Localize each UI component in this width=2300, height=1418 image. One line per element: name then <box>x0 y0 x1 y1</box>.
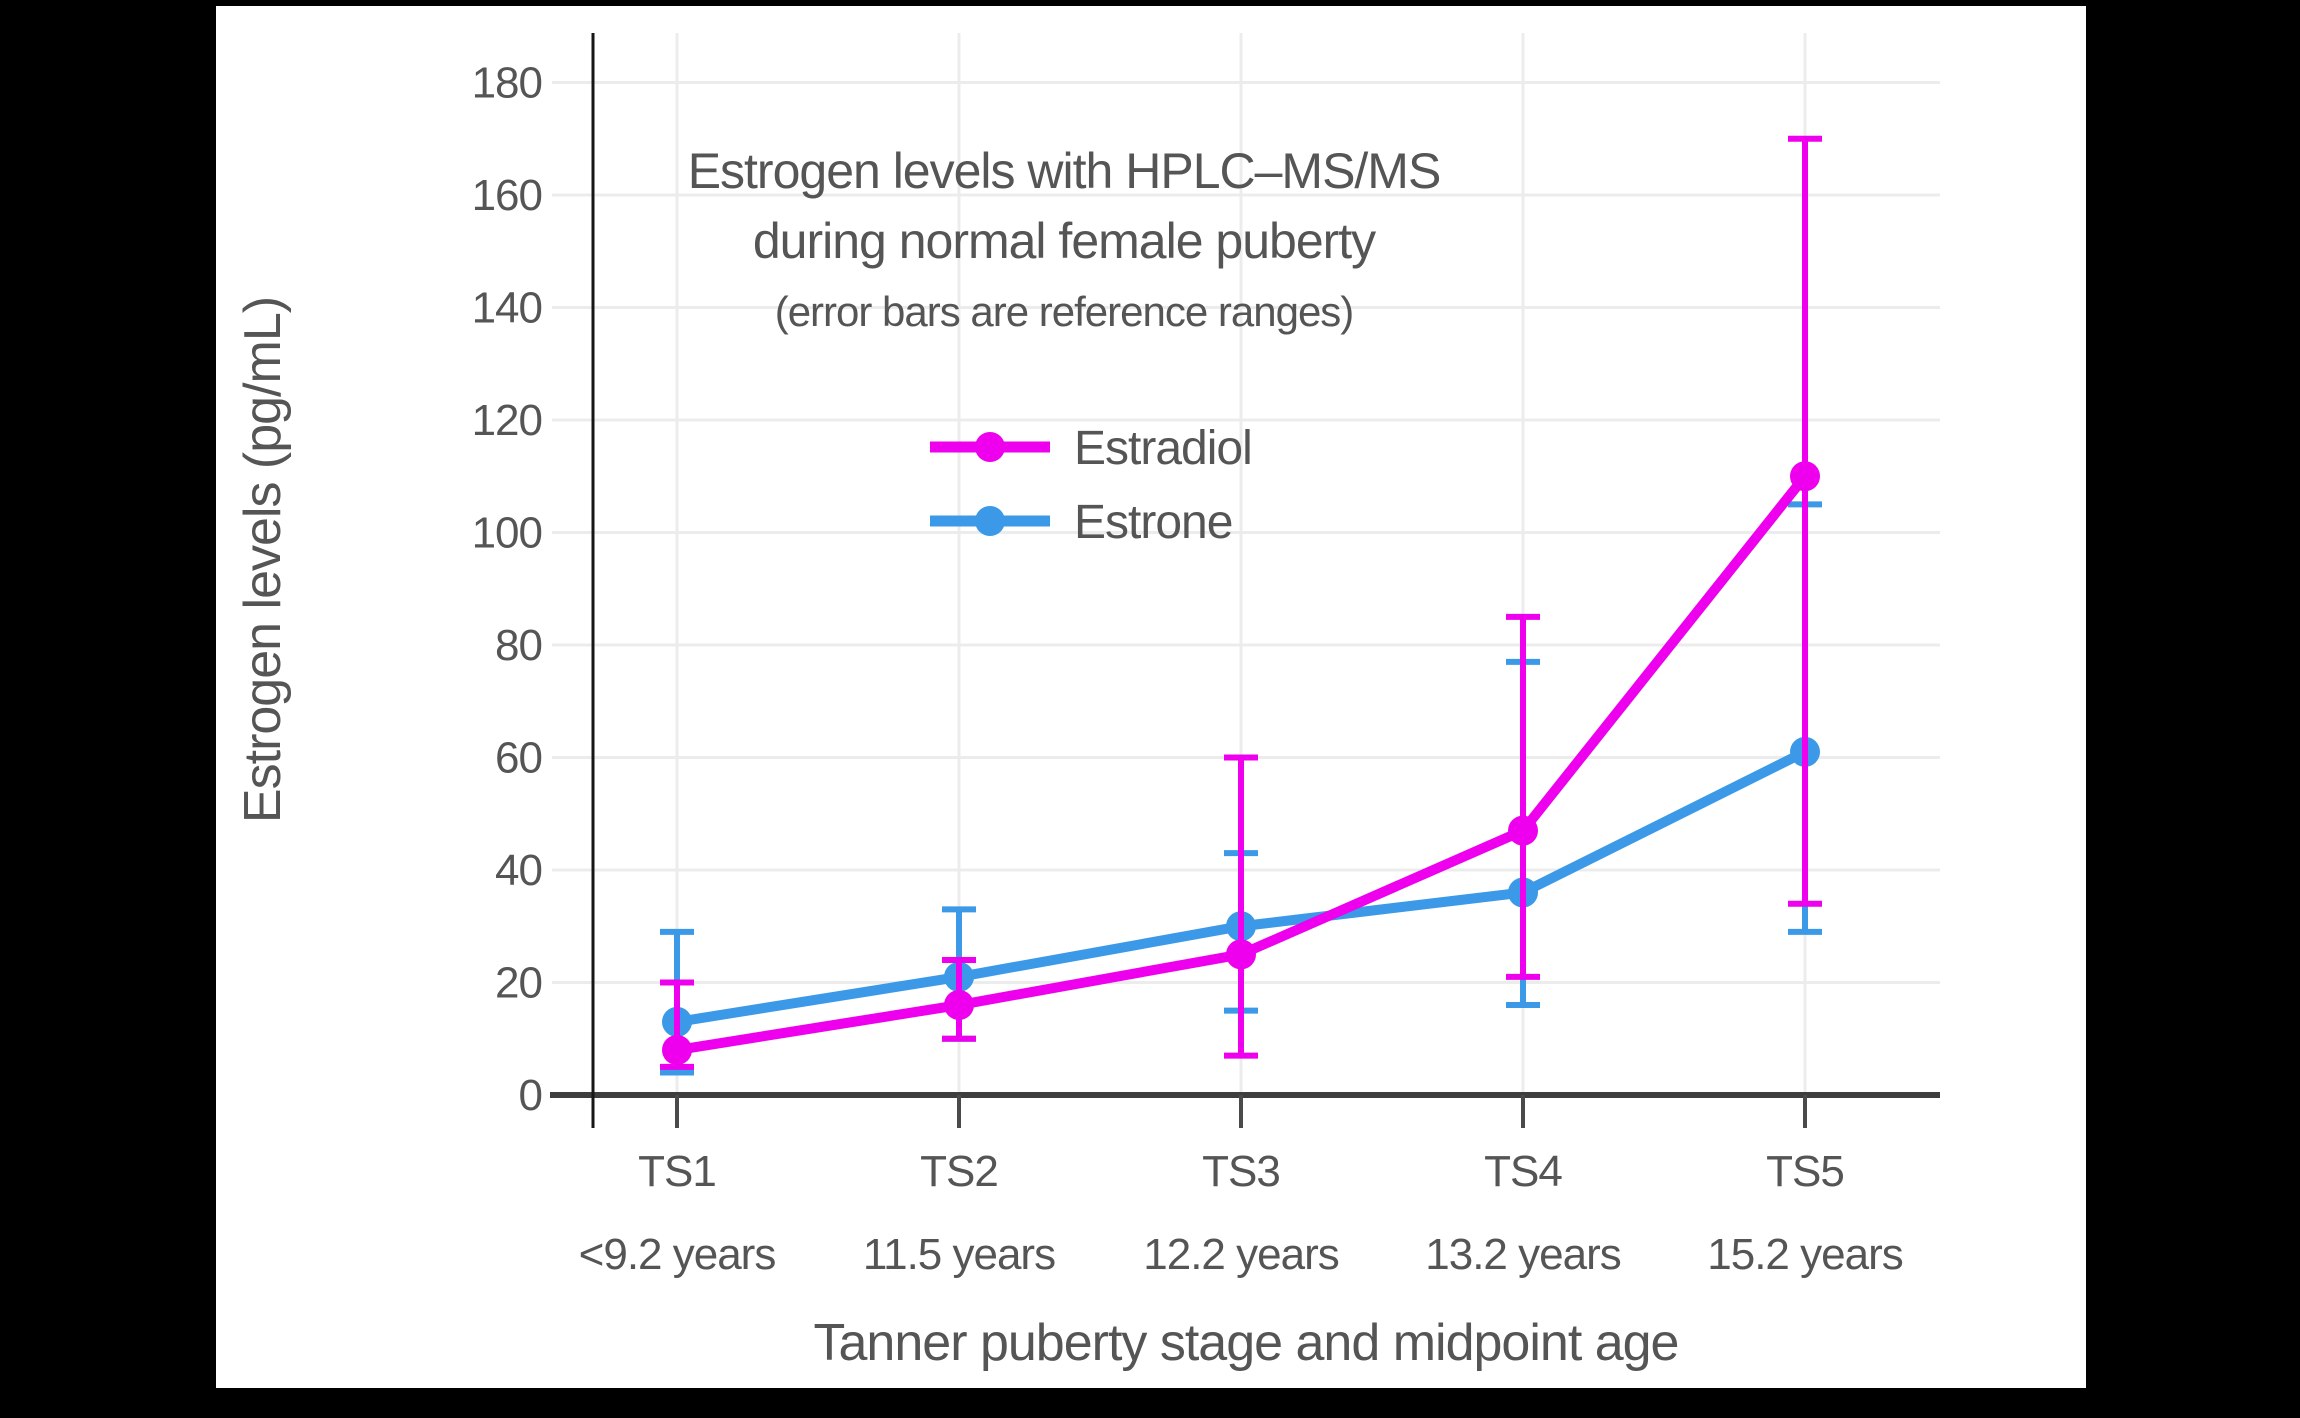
y-tick-label: 20 <box>495 959 542 1008</box>
legend-label: Estrone <box>1074 496 1232 549</box>
axes <box>550 33 1940 1128</box>
estrogen-line-chart: 0 20 40 60 80 100 120 140 160 180 TS1 TS2 TS3 TS4 TS5 <… <box>234 33 1940 1372</box>
x-tick-sublabel: 12.2 years <box>1143 1230 1338 1279</box>
point-estradiol-ts4 <box>1508 815 1538 846</box>
legend-item-estradiol: Estradiol <box>930 422 1253 475</box>
legend-label: Estradiol <box>1074 422 1252 475</box>
x-tick-label: TS3 <box>1202 1147 1280 1196</box>
chart-title-line2: during normal female puberty <box>753 213 1376 269</box>
series-estradiol <box>660 135 1822 1070</box>
point-estradiol-ts5 <box>1790 461 1820 492</box>
legend: Estradiol Estrone <box>930 422 1253 549</box>
chart-title-line1: Estrogen levels with HPLC–MS/MS <box>688 143 1441 199</box>
x-tick-label: TS5 <box>1766 1147 1844 1196</box>
x-tick-label: TS4 <box>1484 1147 1562 1196</box>
x-axis-title: Tanner puberty stage and midpoint age <box>814 1314 1679 1372</box>
y-tick-label: 120 <box>472 396 542 445</box>
error-bar-estradiol-ts5 <box>1788 135 1822 907</box>
error-bar-estradiol-ts4 <box>1506 613 1540 980</box>
y-axis-title: Estrogen levels (pg/mL) <box>234 297 292 823</box>
legend-item-estrone: Estrone <box>930 496 1233 549</box>
y-tick-label: 180 <box>472 59 542 108</box>
x-tick-sublabel: 11.5 years <box>863 1230 1055 1279</box>
legend-marker <box>975 432 1005 462</box>
x-tick-sublabel: <9.2 years <box>579 1230 776 1279</box>
y-tick-label: 80 <box>495 621 542 670</box>
legend-marker <box>975 506 1005 536</box>
point-estradiol-ts1 <box>662 1035 692 1065</box>
axis-tick-labels: 0 20 40 60 80 100 120 140 160 180 TS1 TS2 TS3 TS4 TS5 <… <box>472 59 1904 1280</box>
y-tick-label: 100 <box>472 509 542 558</box>
y-tick-label: 40 <box>495 846 542 895</box>
point-estradiol-ts2 <box>944 990 974 1020</box>
chart-canvas: 0 20 40 60 80 100 120 140 160 180 TS1 TS2 TS3 TS4 TS5 <… <box>216 6 2086 1388</box>
y-tick-label: 160 <box>472 171 542 220</box>
y-tick-label: 0 <box>519 1071 542 1120</box>
error-bar-estradiol-ts3 <box>1224 754 1258 1059</box>
series-layer <box>660 135 1822 1076</box>
y-tick-label: 140 <box>472 284 542 333</box>
x-tick-label: TS1 <box>638 1147 716 1196</box>
x-tick-sublabel: 13.2 years <box>1425 1230 1620 1279</box>
point-estradiol-ts3 <box>1226 939 1256 970</box>
y-tick-label: 60 <box>495 734 542 783</box>
chart-subtitle: (error bars are reference ranges) <box>775 288 1354 335</box>
x-tick-label: TS2 <box>920 1147 998 1196</box>
x-tick-sublabel: 15.2 years <box>1707 1230 1902 1279</box>
